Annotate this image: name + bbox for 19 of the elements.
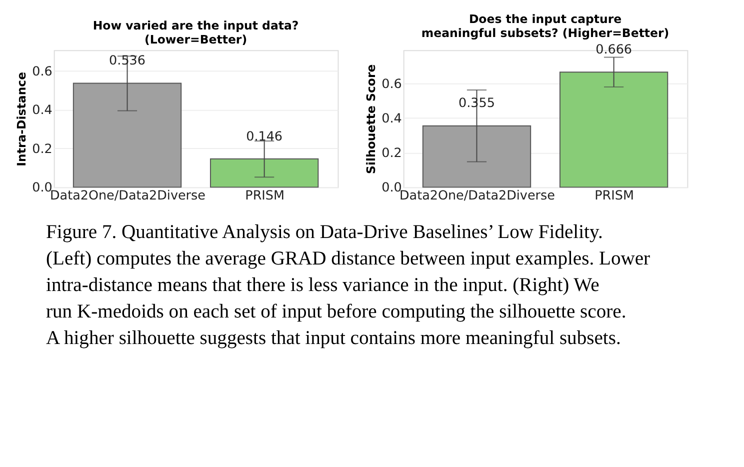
x-tick-label: PRISM <box>245 187 284 202</box>
y-tick-label: 0.0 <box>382 180 402 195</box>
y-tick-label: 0.4 <box>382 110 402 126</box>
x-tick-label: Data2One/Data2Diverse <box>50 187 206 202</box>
y-tick-label: 0.6 <box>32 63 52 78</box>
y-tick-label: 0.2 <box>32 140 52 156</box>
y-tick-label: 0.0 <box>32 180 52 195</box>
chart-title: Does the input capture meaningful subsets? (Higher=Better) <box>421 12 670 40</box>
y-tick-label: 0.4 <box>32 102 52 118</box>
y-axis-title: Intra-Distance <box>14 72 28 166</box>
data-label: 0.146 <box>246 128 283 144</box>
y-axis-title: Silhouette Score <box>364 64 378 174</box>
x-tick-label: PRISM <box>594 187 634 202</box>
y-tick-label: 0.2 <box>382 145 402 160</box>
data-label: 0.666 <box>596 41 632 56</box>
x-tick-label: Data2One/Data2Diverse <box>400 187 556 202</box>
caption: Figure 7. Quantitative Analysis on Data-Drive Baselines’ Low Fidelity. (Left) computes the average GRAD distance between input examples. Lower intra-distance means that there is less variance in the input. (Right) We run K-medoids on each set of input before computing the silhouette score. A higher silhouette suggests that input contains more meaningful subsets. <box>46 222 651 349</box>
y-tick-label: 0.6 <box>382 76 402 91</box>
chart-title: How varied are the input data? (Lower=Better) <box>92 18 299 46</box>
